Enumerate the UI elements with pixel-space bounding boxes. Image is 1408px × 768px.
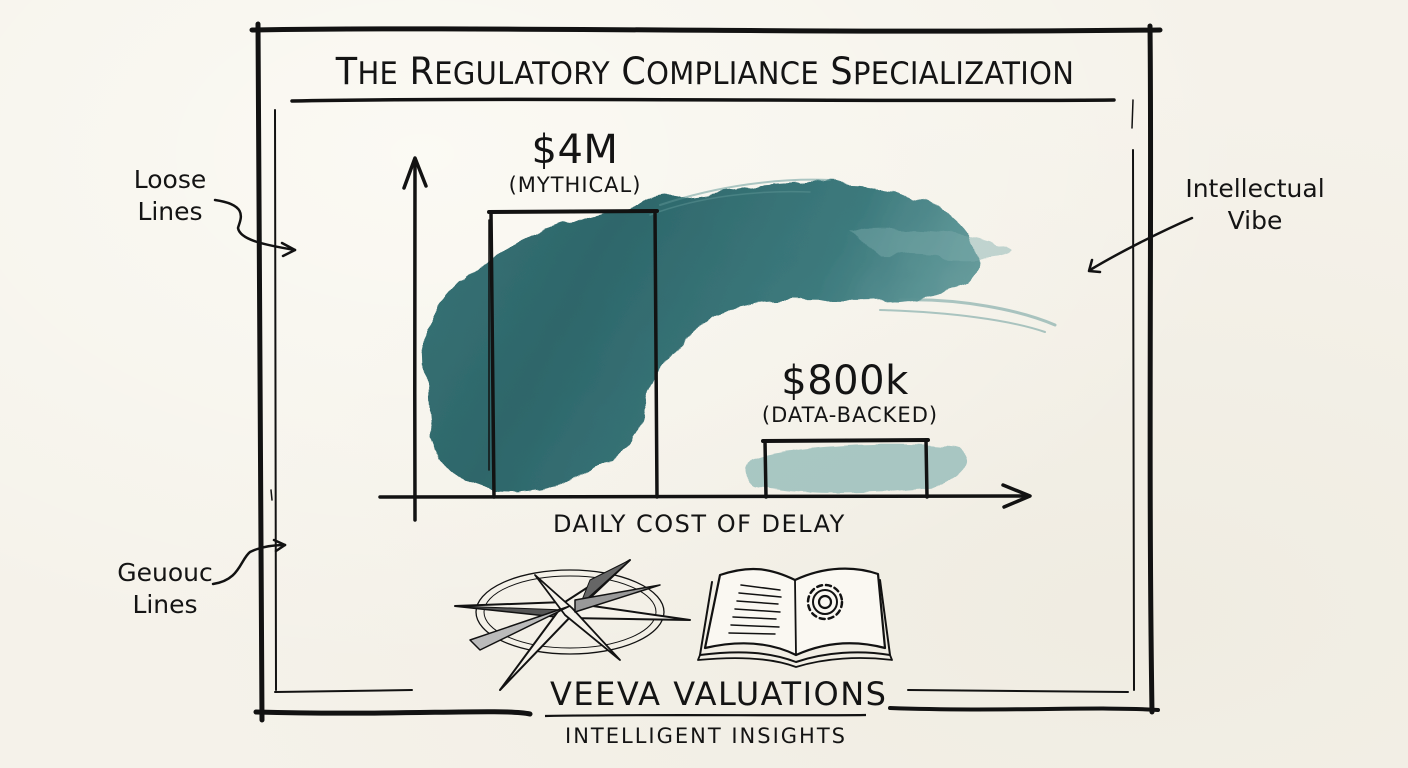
x-axis-label: DAILY COST OF DELAY bbox=[553, 510, 846, 538]
small-watercolor-wash bbox=[744, 444, 968, 493]
title-underline bbox=[290, 97, 1116, 103]
bar-data-backed-sublabel: (DATA-BACKED) bbox=[761, 403, 939, 427]
annotation-geuouc-lines: Geuouc Lines bbox=[110, 557, 220, 621]
y-axis-arrowhead bbox=[402, 156, 428, 190]
annotation-arrows bbox=[211, 198, 1194, 586]
compass-rose-icon bbox=[454, 559, 691, 691]
annotation-line: Lines bbox=[137, 197, 203, 226]
open-book-gear-icon bbox=[697, 567, 893, 668]
annotation-line: Geuouc bbox=[117, 558, 213, 587]
annotation-loose-lines: Loose Lines bbox=[120, 164, 220, 228]
brand-tagline: INTELLIGENT INSIGHTS bbox=[565, 724, 847, 748]
brand-underline bbox=[544, 713, 867, 718]
frame bbox=[249, 21, 1163, 723]
bar-mythical bbox=[487, 209, 659, 499]
annotation-line: Vibe bbox=[1227, 206, 1283, 235]
brand-name: VEEVA VALUATIONS bbox=[550, 675, 888, 713]
page-title: THE REGULATORY COMPLIANCE SPECIALIZATION bbox=[335, 50, 1075, 94]
gear-icon bbox=[806, 583, 844, 621]
annotation-line: Lines bbox=[132, 590, 198, 619]
x-axis-arrowhead bbox=[1001, 483, 1032, 509]
annotation-intellectual-vibe: Intellectual Vibe bbox=[1180, 173, 1330, 237]
chart-axes bbox=[378, 156, 1032, 522]
annotation-line: Loose bbox=[133, 165, 207, 194]
bar-data-backed bbox=[761, 438, 930, 499]
bar-data-backed-value: $800k bbox=[781, 358, 909, 404]
watercolor-wash bbox=[425, 183, 1010, 490]
bar-mythical-value: $4M bbox=[531, 127, 619, 173]
x-axis bbox=[378, 494, 1030, 499]
y-axis bbox=[412, 158, 418, 522]
annotation-line: Intellectual bbox=[1185, 174, 1325, 203]
bar-mythical-sublabel: (MYTHICAL) bbox=[508, 173, 642, 197]
brush-streaks bbox=[649, 178, 1057, 333]
